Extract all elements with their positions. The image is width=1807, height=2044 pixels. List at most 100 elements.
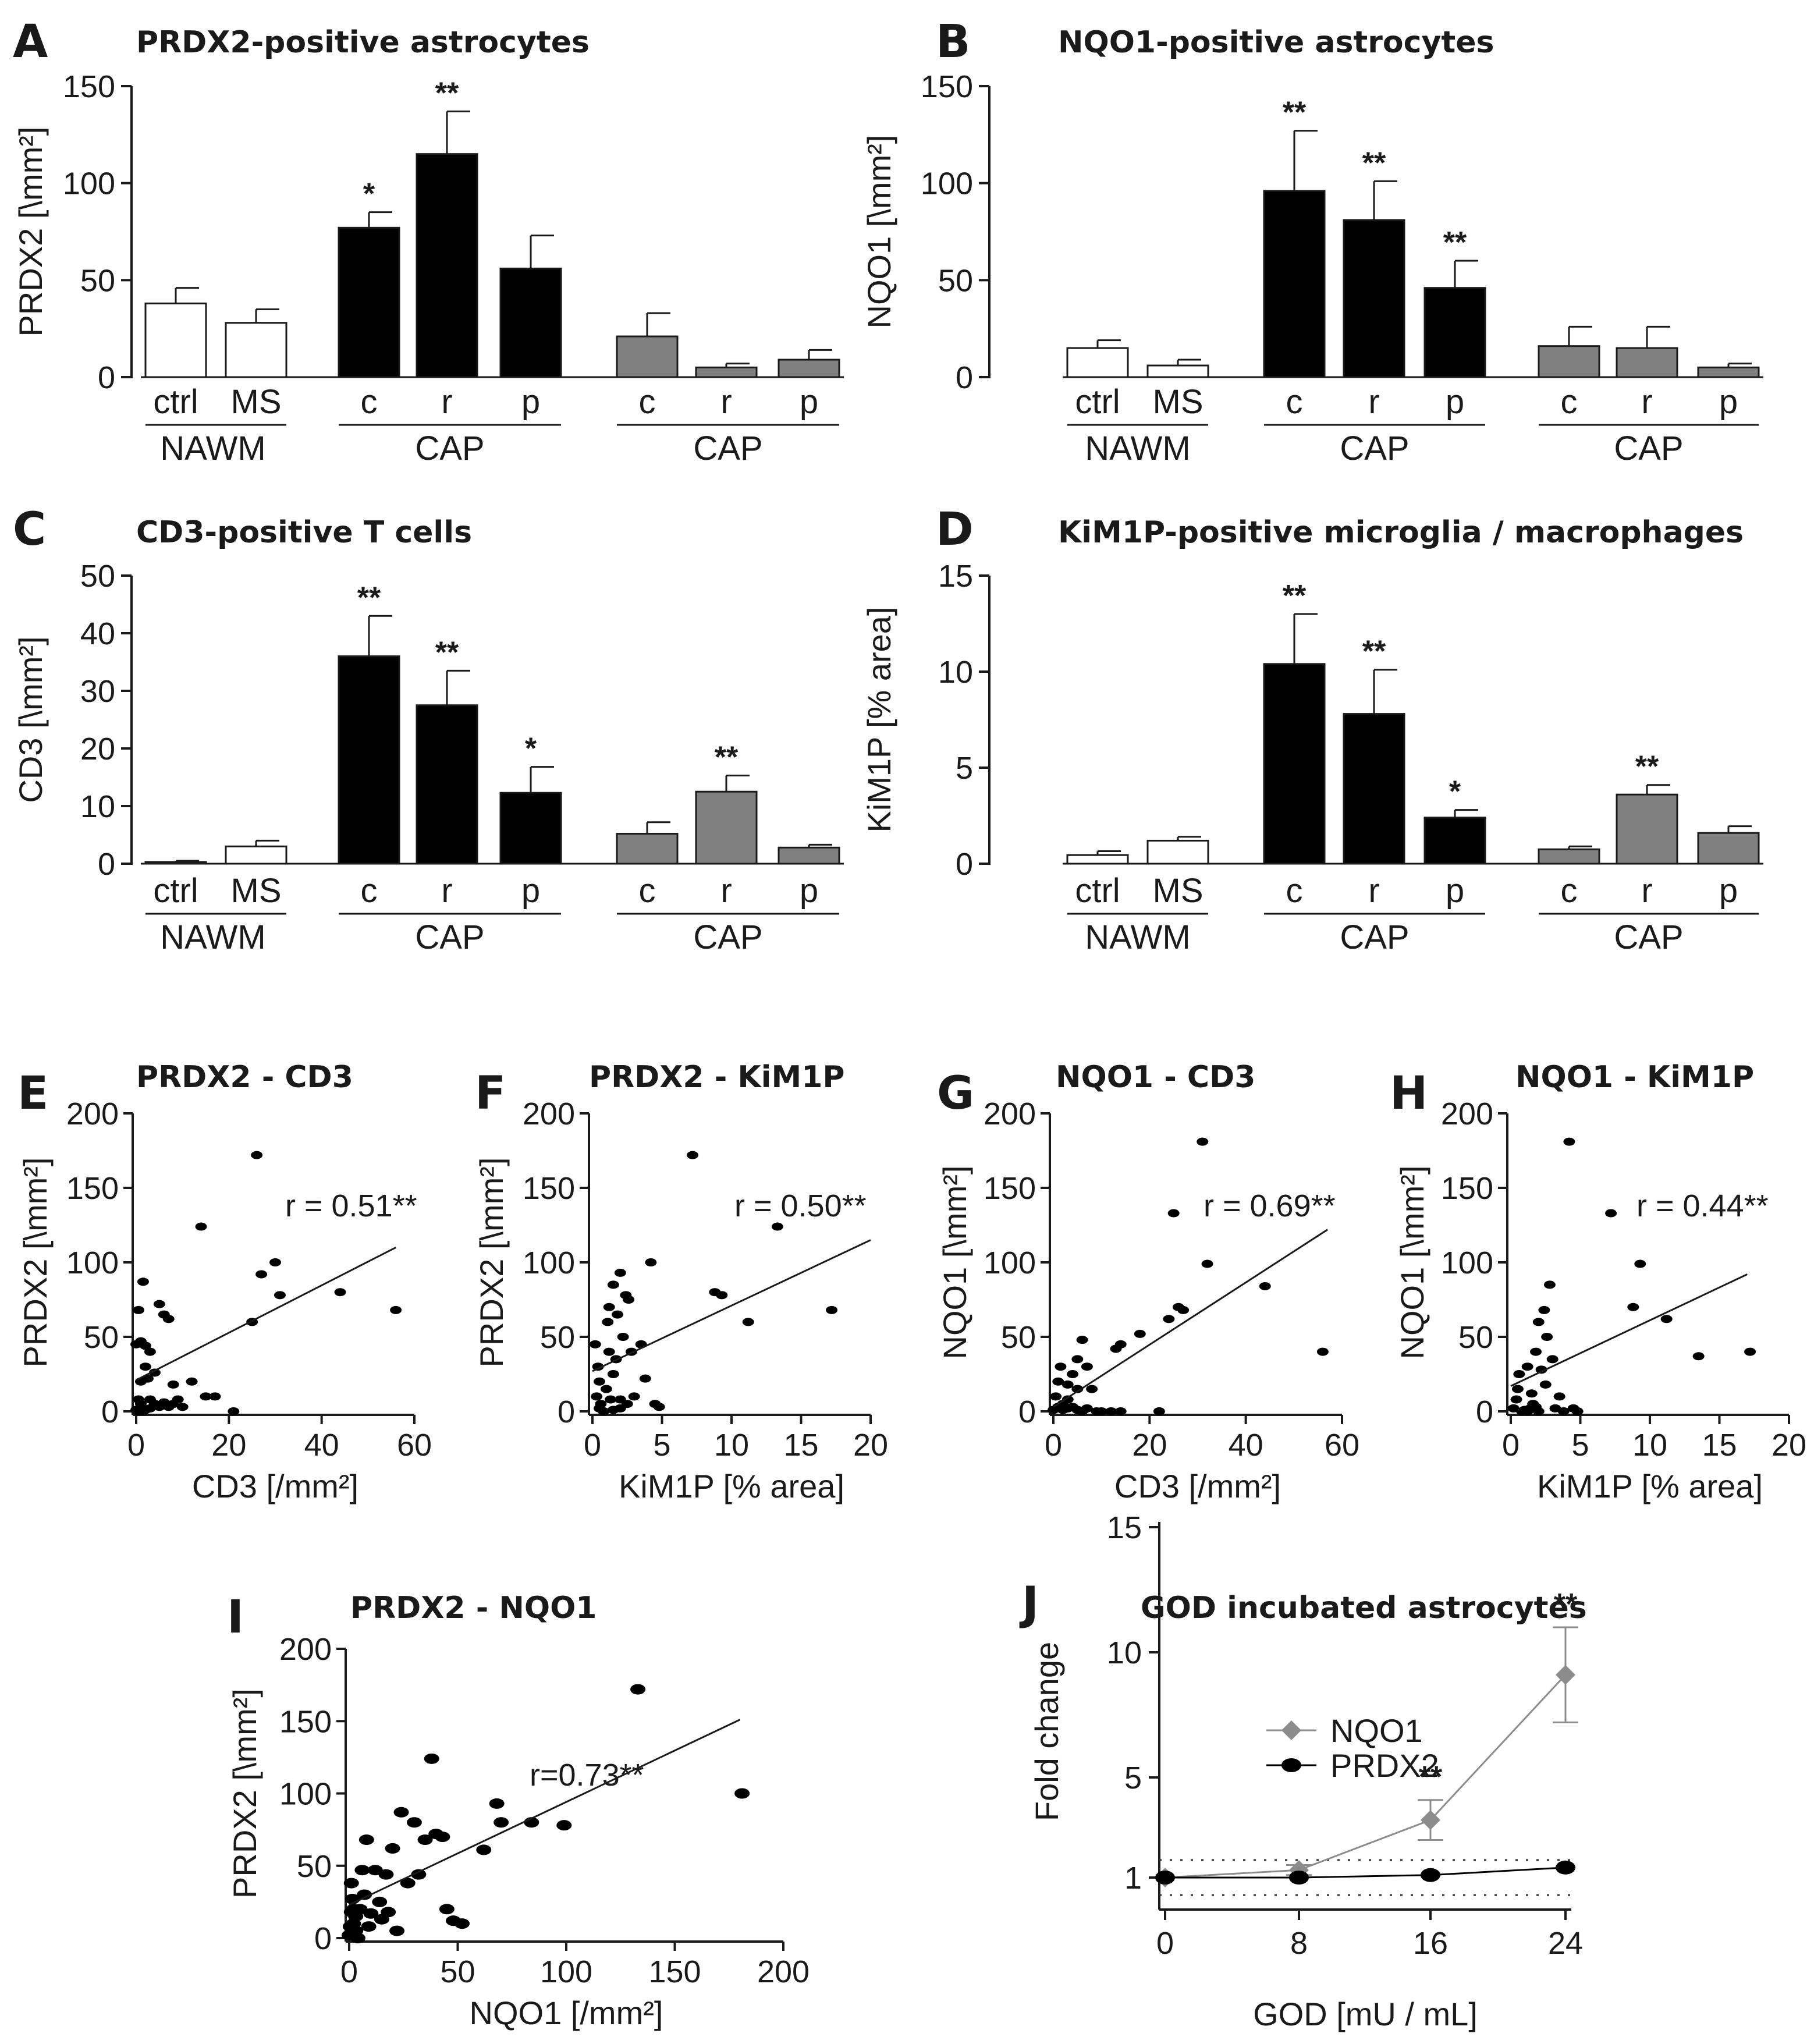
- data-point: [1081, 1362, 1093, 1371]
- category-label: c: [1561, 872, 1578, 910]
- bar: [1146, 839, 1209, 865]
- data-point: [1538, 1305, 1550, 1314]
- data-point: [1167, 1209, 1180, 1218]
- y-axis-label: NQO1 [\mm²]: [861, 135, 897, 329]
- y-axis-label: CD3 [\mm²]: [12, 636, 49, 803]
- x-tick-label: 0: [340, 1954, 358, 1989]
- x-tick-label: 20: [1132, 1428, 1167, 1463]
- panel-label: B: [936, 16, 970, 68]
- data-point: [274, 1291, 286, 1300]
- data-point: [1563, 1137, 1575, 1146]
- data-point: [1511, 1385, 1524, 1393]
- y-tick-label: 50: [938, 263, 973, 298]
- panel-title: KiM1P-positive microglia / macrophages: [1058, 515, 1744, 550]
- data-point: [556, 1820, 572, 1831]
- data-point: [602, 1318, 614, 1326]
- y-tick-label: 100: [63, 166, 115, 201]
- y-tick-label: 100: [1441, 1245, 1493, 1280]
- data-point: [1095, 1407, 1107, 1415]
- category-label: ctrl: [1075, 872, 1120, 910]
- x-tick-label: 10: [1632, 1428, 1667, 1463]
- y-tick-label: 100: [66, 1245, 119, 1280]
- y-tick-label: 0: [1476, 1394, 1493, 1429]
- y-tick-label: 0: [1018, 1394, 1036, 1429]
- data-point: [389, 1925, 405, 1936]
- bar: [1263, 190, 1326, 378]
- category-label: p: [1446, 383, 1464, 421]
- data-point: [605, 1395, 617, 1404]
- category-label: p: [1446, 872, 1464, 910]
- x-tick-label: 20: [853, 1428, 888, 1463]
- data-point: [1055, 1362, 1067, 1371]
- category-label: c: [639, 383, 656, 421]
- y-tick-label: 30: [80, 674, 115, 709]
- data-point: [603, 1303, 615, 1311]
- data-point: [148, 1368, 161, 1377]
- data-point: [1557, 1407, 1570, 1415]
- data-point: [1052, 1377, 1064, 1386]
- y-axis-label: Fold change: [1028, 1642, 1065, 1821]
- bar: [778, 359, 840, 378]
- panel-label: I: [227, 1591, 244, 1644]
- y-tick-label: 40: [80, 616, 115, 651]
- x-tick-label: 60: [1325, 1428, 1359, 1463]
- category-label: c: [1561, 383, 1578, 421]
- x-tick-label: 0: [127, 1428, 145, 1463]
- data-point: [385, 1843, 400, 1854]
- panel-c: C CD3-positive T cells CD3 [\mm²] 0 10 20 30 40…: [12, 503, 844, 956]
- x-tick-label: 50: [440, 1954, 475, 1989]
- bar: [1343, 219, 1405, 378]
- data-point: [269, 1258, 281, 1266]
- category-label: r: [1641, 872, 1652, 910]
- y-tick-label: 50: [80, 263, 115, 298]
- data-point: [593, 1377, 605, 1386]
- bar: [499, 792, 562, 865]
- data-point: [1605, 1209, 1617, 1218]
- x-tick-label: 15: [783, 1428, 818, 1463]
- y-tick-label: 10: [938, 655, 973, 690]
- x-tick-label: 5: [1571, 1428, 1589, 1463]
- regression-line: [592, 1239, 871, 1372]
- bar: [338, 655, 400, 865]
- regression-line: [1053, 1229, 1329, 1408]
- data-point: [612, 1310, 624, 1319]
- y-tick-label: 150: [63, 69, 115, 104]
- panel-j: J GOD incubated astrocytes Fold change GOD …: [1019, 1510, 1587, 2032]
- data-point: [1086, 1385, 1098, 1393]
- group-label: CAP: [693, 918, 762, 956]
- data-point: [1062, 1395, 1074, 1404]
- panel-a: A PRDX2-positive astrocytes PRDX2 [\mm²] 0 5…: [12, 16, 844, 467]
- data-point: [653, 1403, 665, 1411]
- data-point: [607, 1406, 619, 1414]
- data-point: [645, 1258, 657, 1266]
- data-point: [176, 1403, 189, 1411]
- data-point: [1081, 1404, 1093, 1413]
- category-label: c: [1286, 872, 1303, 910]
- data-point: [589, 1340, 601, 1349]
- legend-marker-prdx2: [1281, 1758, 1301, 1772]
- y-tick-label: 150: [279, 1704, 332, 1739]
- correlation-annotation: r = 0.50**: [734, 1188, 867, 1223]
- category-label: r: [720, 383, 732, 421]
- data-point: [1627, 1303, 1639, 1311]
- significance-marker: *: [363, 178, 375, 211]
- legend-marker-nqo1: [1281, 1720, 1301, 1740]
- data-point: [1134, 1329, 1146, 1338]
- category-label: r: [441, 872, 452, 910]
- y-tick-label: 200: [523, 1096, 575, 1131]
- regression-line: [136, 1247, 396, 1381]
- y-axis-label: NQO1 [\mm²]: [1394, 1166, 1430, 1360]
- data-point: [251, 1151, 263, 1159]
- data-point: [1050, 1392, 1062, 1401]
- data-point: [489, 1798, 505, 1809]
- data-point: [134, 1400, 147, 1408]
- group-label: CAP: [1614, 430, 1683, 467]
- data-point: [603, 1347, 615, 1356]
- x-axis-label: GOD [mU / mL]: [1253, 1996, 1478, 2032]
- legend-label-nqo1: NQO1: [1330, 1712, 1423, 1749]
- data-point: [346, 1904, 361, 1915]
- x-tick-label: 8: [1290, 1926, 1308, 1961]
- data-point: [350, 1933, 365, 1943]
